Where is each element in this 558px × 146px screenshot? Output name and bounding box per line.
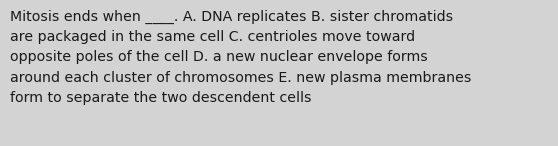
Text: Mitosis ends when ____.​ A. DNA replicates B. sister chromatids
are packaged in : Mitosis ends when ____.​ A. DNA replicat…: [10, 10, 472, 105]
